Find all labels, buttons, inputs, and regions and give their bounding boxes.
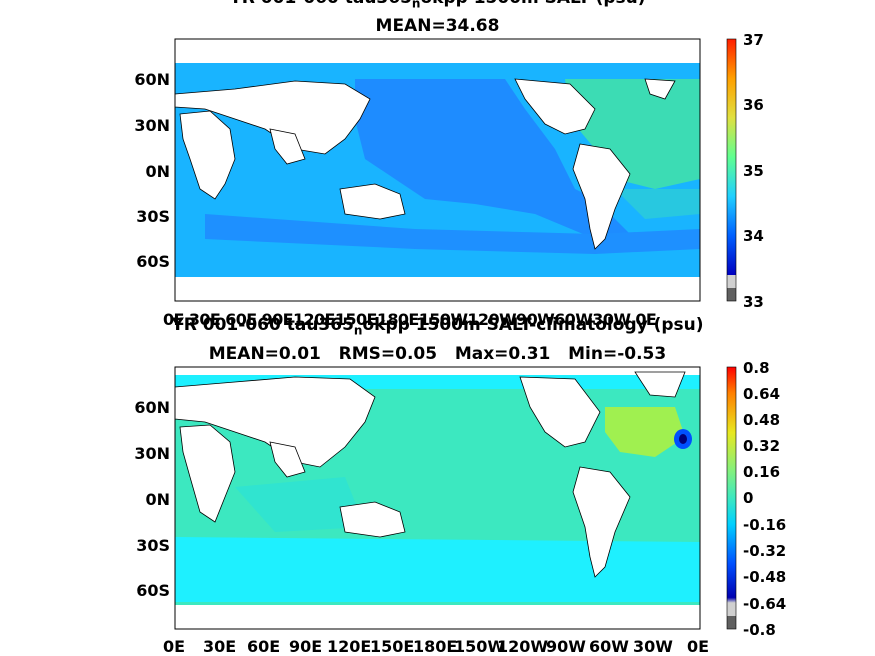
panel2-ylabel: 0N <box>145 490 170 509</box>
panel2-xlabel: 60W <box>589 637 629 656</box>
panel1-stats: MEAN=34.68 <box>375 16 500 36</box>
panel2-colorbar <box>726 366 737 630</box>
panel2-colorbar-tick: 0.48 <box>743 411 781 429</box>
panel2-ylabel: 30N <box>134 444 170 463</box>
panel2-xlabel: 30E <box>203 637 237 656</box>
panel2-xlabel: 0E <box>163 637 186 656</box>
panel1-colorbar-tick: 37 <box>743 31 764 49</box>
panel1-ylabel: 30S <box>136 207 170 226</box>
panel2-title: YR 001-060 tau365nokpp 1500m SALT-climat… <box>171 315 704 338</box>
panel2-xlabel: 30W <box>633 637 673 656</box>
panel2-colorbar-tick: 0.8 <box>743 359 770 377</box>
panel2-xlabel: 120E <box>327 637 372 656</box>
panel1-map <box>174 38 701 302</box>
panel2-colorbar-tick: -0.16 <box>743 516 787 534</box>
panel2-xlabel: 90E <box>289 637 323 656</box>
panel2-map <box>174 366 701 630</box>
panel1-ylabel: 60S <box>136 252 170 271</box>
panel1-xlabels: 0E 30E 60E 90E120E150E180E150W120W90W60W… <box>163 310 657 329</box>
panel2-colorbar-tick: 0.32 <box>743 437 781 455</box>
panel2-xlabel: 120W <box>497 637 549 656</box>
panel2-ylabel: 30S <box>136 536 170 555</box>
panel2-ylabel: 60N <box>134 398 170 417</box>
panel2-xlabel: 60E <box>247 637 281 656</box>
panel2-xlabel: 0E <box>687 637 710 656</box>
panel2-xlabel: 180E <box>413 637 458 656</box>
panel2-ylabel: 60S <box>136 581 170 600</box>
panel2-colorbar-tick: -0.32 <box>743 542 787 560</box>
panel1-ylabel: 60N <box>134 70 170 89</box>
panel1-colorbar <box>726 38 737 302</box>
panel2-colorbar-tick: 0 <box>743 489 754 507</box>
panel2-colorbar-tick: 0.64 <box>743 385 781 403</box>
panel1-colorbar-tick: 34 <box>743 227 764 245</box>
panel1-colorbar-tick: 35 <box>743 162 764 180</box>
panel2-xlabel: 150W <box>454 637 506 656</box>
panel1-colorbar-tick: 33 <box>743 293 764 311</box>
panel2-colorbar-tick: -0.48 <box>743 568 787 586</box>
panel2-colorbar-tick: 0.16 <box>743 463 781 481</box>
panel1-ylabel: 0N <box>145 162 170 181</box>
panel2-colorbar-tick: -0.8 <box>743 621 776 639</box>
panel2-colorbar-tick: -0.64 <box>743 595 787 613</box>
panel2-xlabel: 90W <box>546 637 586 656</box>
panel2-stats: MEAN=0.01 RMS=0.05 Max=0.31 Min=-0.53 <box>208 344 667 364</box>
panel1-colorbar-tick: 36 <box>743 96 764 114</box>
panel1-ylabel: 30N <box>134 116 170 135</box>
panel1-title: YR 001-060 tau365nokpp 1500m SALT (psu) <box>229 0 645 11</box>
panel2-xlabel: 150E <box>370 637 415 656</box>
